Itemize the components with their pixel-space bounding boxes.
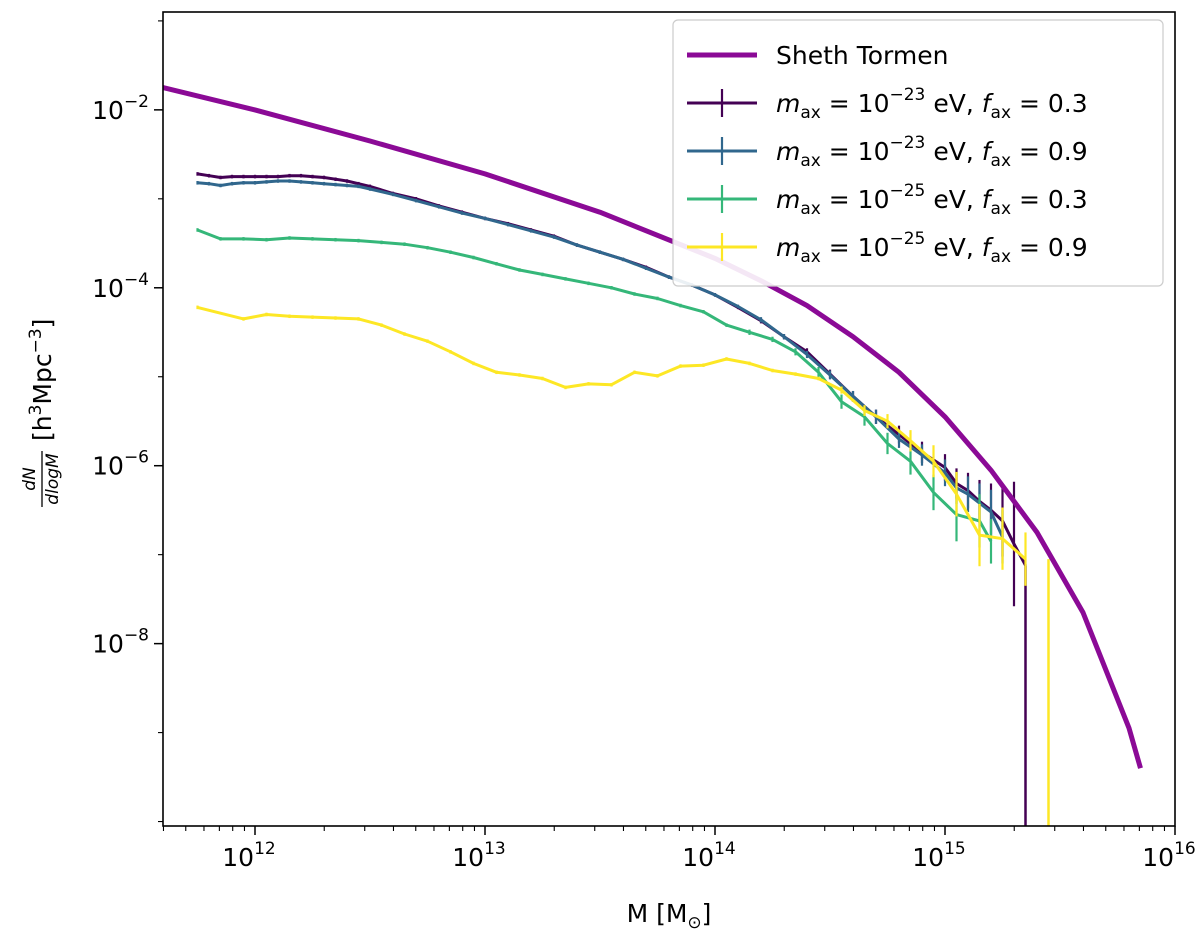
plot-frame	[162, 11, 1176, 827]
legend-label: max = 10−25 eV, fax = 0.9	[776, 229, 1088, 267]
legend-entries: Sheth Tormen max = 10−23 eV, fax = 0.3 max…	[687, 41, 1088, 267]
x-tick-label: 1013	[452, 839, 505, 872]
legend-entry-0: Sheth Tormen	[687, 41, 948, 70]
y-axis-label: dN dlogM [h3Mpc−3]	[20, 319, 63, 507]
legend-label: max = 10−23 eV, fax = 0.3	[776, 85, 1088, 123]
legend-entry-2: max = 10−23 eV, fax = 0.9	[687, 133, 1088, 171]
series-0	[163, 85, 1143, 769]
y-label-unit: [h3Mpc−3]	[26, 319, 57, 441]
y-label-numerator: dN	[20, 467, 40, 491]
legend-label: max = 10−25 eV, fax = 0.3	[776, 181, 1088, 219]
y-tick-label: 10−6	[92, 448, 149, 481]
legend-entry-4: max = 10−25 eV, fax = 0.9	[687, 229, 1088, 267]
legend-entry-3: max = 10−25 eV, fax = 0.3	[687, 181, 1088, 219]
legend-entry-1: max = 10−23 eV, fax = 0.3	[687, 85, 1088, 123]
series-3	[196, 228, 993, 564]
legend-box	[672, 19, 1164, 287]
y-tick-label: 10−8	[92, 626, 149, 659]
series-layer	[163, 85, 1143, 826]
x-tick-label: 1012	[222, 839, 275, 872]
y-tick-label: 10−4	[92, 270, 149, 303]
legend-label: max = 10−23 eV, fax = 0.9	[776, 133, 1088, 171]
series-line	[197, 305, 1027, 561]
y-tick-label: 10−2	[92, 92, 149, 125]
sheth-tormen-line	[163, 85, 1143, 769]
tick-layer: 1012 1013 1014 1015 1016 10−2 10−4 10−6 10−8	[92, 20, 1196, 872]
y-label-denominator: dlogM	[43, 453, 63, 505]
series-4	[196, 305, 1050, 826]
x-tick-label: 1015	[912, 839, 965, 872]
x-tick-label: 1014	[682, 839, 735, 872]
series-line	[196, 228, 993, 543]
x-tick-label: 1016	[1142, 839, 1195, 872]
legend-label: Sheth Tormen	[776, 41, 948, 70]
legend: Sheth Tormen max = 10−23 eV, fax = 0.3 max…	[672, 19, 1164, 287]
x-axis-label: M [M⊙]	[627, 899, 712, 933]
